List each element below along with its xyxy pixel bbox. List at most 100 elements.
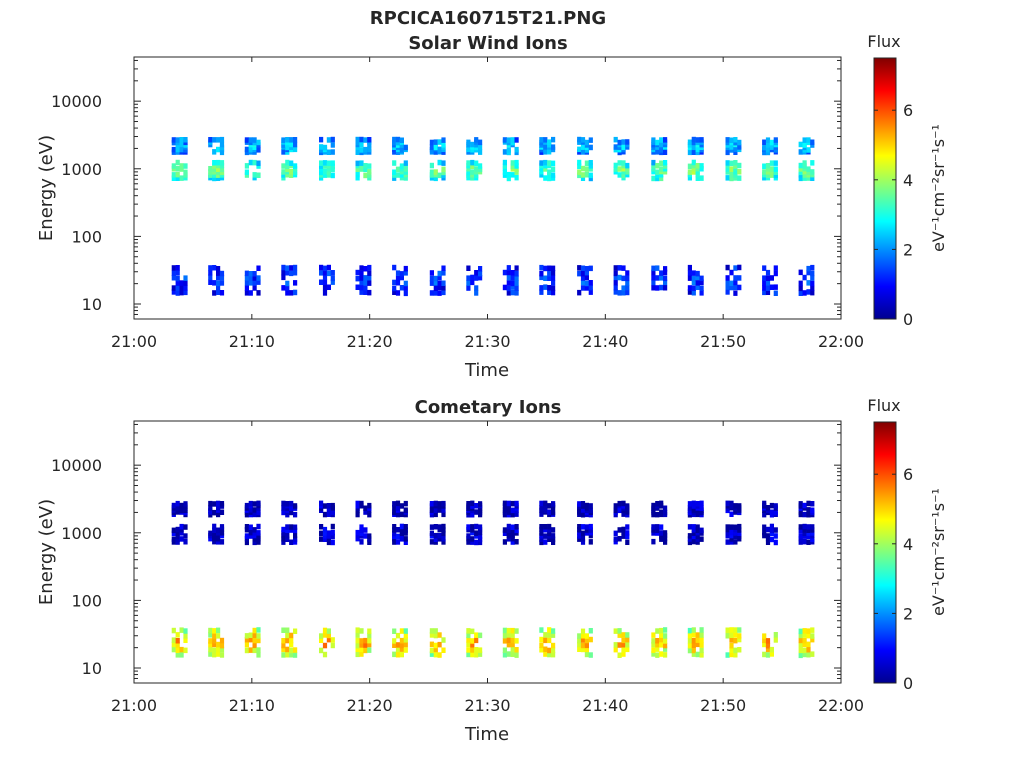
heatmap-cell bbox=[216, 527, 221, 533]
heatmap-cell bbox=[762, 163, 767, 169]
heatmap-cell bbox=[802, 137, 807, 143]
heatmap-cell bbox=[659, 137, 664, 143]
heatmap-cell bbox=[651, 638, 656, 644]
heatmap-cell bbox=[281, 539, 286, 545]
heatmap-cell bbox=[588, 160, 593, 166]
heatmap-cell bbox=[547, 147, 552, 153]
heatmap-cell bbox=[617, 652, 622, 658]
heatmap-cell bbox=[244, 280, 249, 286]
heatmap-cell bbox=[399, 168, 404, 175]
heatmap-cell bbox=[687, 642, 692, 649]
heatmap-cell bbox=[580, 137, 586, 143]
heatmap-cell bbox=[551, 144, 556, 150]
heatmap-cell bbox=[322, 265, 328, 272]
heatmap-cell bbox=[219, 637, 225, 644]
heatmap-cell bbox=[625, 284, 630, 291]
heatmap-cell bbox=[663, 285, 668, 291]
heatmap-cell bbox=[584, 166, 589, 172]
heatmap-cell bbox=[219, 290, 225, 296]
heatmap-cell bbox=[514, 280, 519, 286]
heatmap-cell bbox=[256, 147, 261, 153]
heatmap-cell bbox=[514, 275, 519, 281]
heatmap-cell bbox=[539, 166, 544, 172]
heatmap-cell bbox=[212, 633, 217, 639]
heatmap-cell bbox=[175, 175, 180, 181]
heatmap-cell bbox=[395, 149, 401, 155]
heatmap-cell bbox=[547, 509, 552, 515]
heatmap-cell bbox=[547, 651, 552, 658]
heatmap-cell bbox=[289, 524, 294, 530]
heatmap-cell bbox=[810, 280, 815, 287]
heatmap-cell bbox=[216, 275, 221, 281]
heatmap-cell bbox=[699, 500, 704, 507]
heatmap-cell bbox=[281, 175, 286, 181]
heatmap-cell bbox=[691, 279, 696, 286]
heatmap-cell bbox=[252, 632, 257, 638]
heatmap-cell bbox=[551, 527, 556, 533]
heatmap-cell bbox=[502, 149, 507, 155]
heatmap-cell bbox=[319, 536, 324, 542]
heatmap-cell bbox=[659, 627, 664, 634]
x-tick-label: 22:00 bbox=[818, 332, 864, 351]
heatmap-cell bbox=[437, 159, 442, 166]
heatmap-cell bbox=[691, 527, 696, 533]
heatmap-cell bbox=[687, 275, 692, 281]
heatmap-cell bbox=[355, 149, 360, 155]
heatmap-cell bbox=[655, 501, 660, 507]
heatmap-cell bbox=[478, 533, 483, 539]
heatmap-cell bbox=[691, 169, 696, 175]
heatmap-cell bbox=[588, 652, 593, 658]
heatmap-cell bbox=[212, 530, 217, 536]
heatmap-cell bbox=[403, 527, 408, 533]
heatmap-cell bbox=[322, 169, 328, 175]
heatmap-cell bbox=[171, 502, 176, 509]
heatmap-cell bbox=[399, 163, 404, 169]
heatmap-cell bbox=[293, 270, 298, 276]
heatmap-cell bbox=[659, 147, 664, 153]
heatmap-cell bbox=[765, 638, 771, 644]
heatmap-cell bbox=[625, 139, 630, 145]
heatmap-cell bbox=[725, 280, 730, 286]
heatmap-cell bbox=[216, 284, 221, 290]
heatmap-cell bbox=[256, 652, 261, 658]
heatmap-cell bbox=[802, 628, 807, 634]
heatmap-cell bbox=[212, 533, 217, 539]
heatmap-cell bbox=[244, 290, 249, 296]
heatmap-cell bbox=[219, 524, 225, 530]
colorbar-tick-label: 2 bbox=[903, 240, 913, 259]
heatmap-cell bbox=[762, 651, 767, 658]
heatmap-cell bbox=[762, 139, 767, 145]
heatmap-cell bbox=[363, 146, 368, 153]
heatmap-cell bbox=[577, 530, 582, 536]
heatmap-cell bbox=[613, 536, 618, 542]
heatmap-cell bbox=[651, 651, 656, 657]
heatmap-cell bbox=[216, 169, 221, 176]
heatmap-cell bbox=[762, 641, 767, 648]
heatmap-cell bbox=[580, 275, 586, 281]
heatmap-cell bbox=[655, 641, 660, 648]
heatmap-cell bbox=[580, 530, 586, 537]
heatmap-cell bbox=[663, 638, 668, 644]
heatmap-cell bbox=[175, 275, 180, 282]
heatmap-cell bbox=[510, 160, 515, 166]
heatmap-cell bbox=[762, 265, 767, 271]
heatmap-cell bbox=[699, 175, 704, 181]
heatmap-cell bbox=[810, 275, 815, 281]
heatmap-cell bbox=[322, 160, 328, 166]
heatmap-cell bbox=[502, 284, 507, 291]
heatmap-cell bbox=[470, 647, 475, 653]
cometary-axes-box bbox=[133, 420, 842, 684]
heatmap-cell bbox=[433, 275, 438, 282]
heatmap-cell bbox=[514, 166, 519, 172]
heatmap-cell bbox=[773, 539, 778, 546]
heatmap-cell bbox=[802, 637, 807, 644]
heatmap-cell bbox=[584, 527, 589, 533]
heatmap-cell bbox=[773, 509, 778, 516]
heatmap-cell bbox=[577, 172, 582, 179]
heatmap-cell bbox=[514, 163, 519, 169]
heatmap-cell bbox=[687, 505, 692, 511]
heatmap-cell bbox=[617, 172, 622, 178]
heatmap-cell bbox=[293, 289, 298, 296]
heatmap-cell bbox=[810, 169, 815, 175]
heatmap-cell bbox=[403, 144, 408, 151]
